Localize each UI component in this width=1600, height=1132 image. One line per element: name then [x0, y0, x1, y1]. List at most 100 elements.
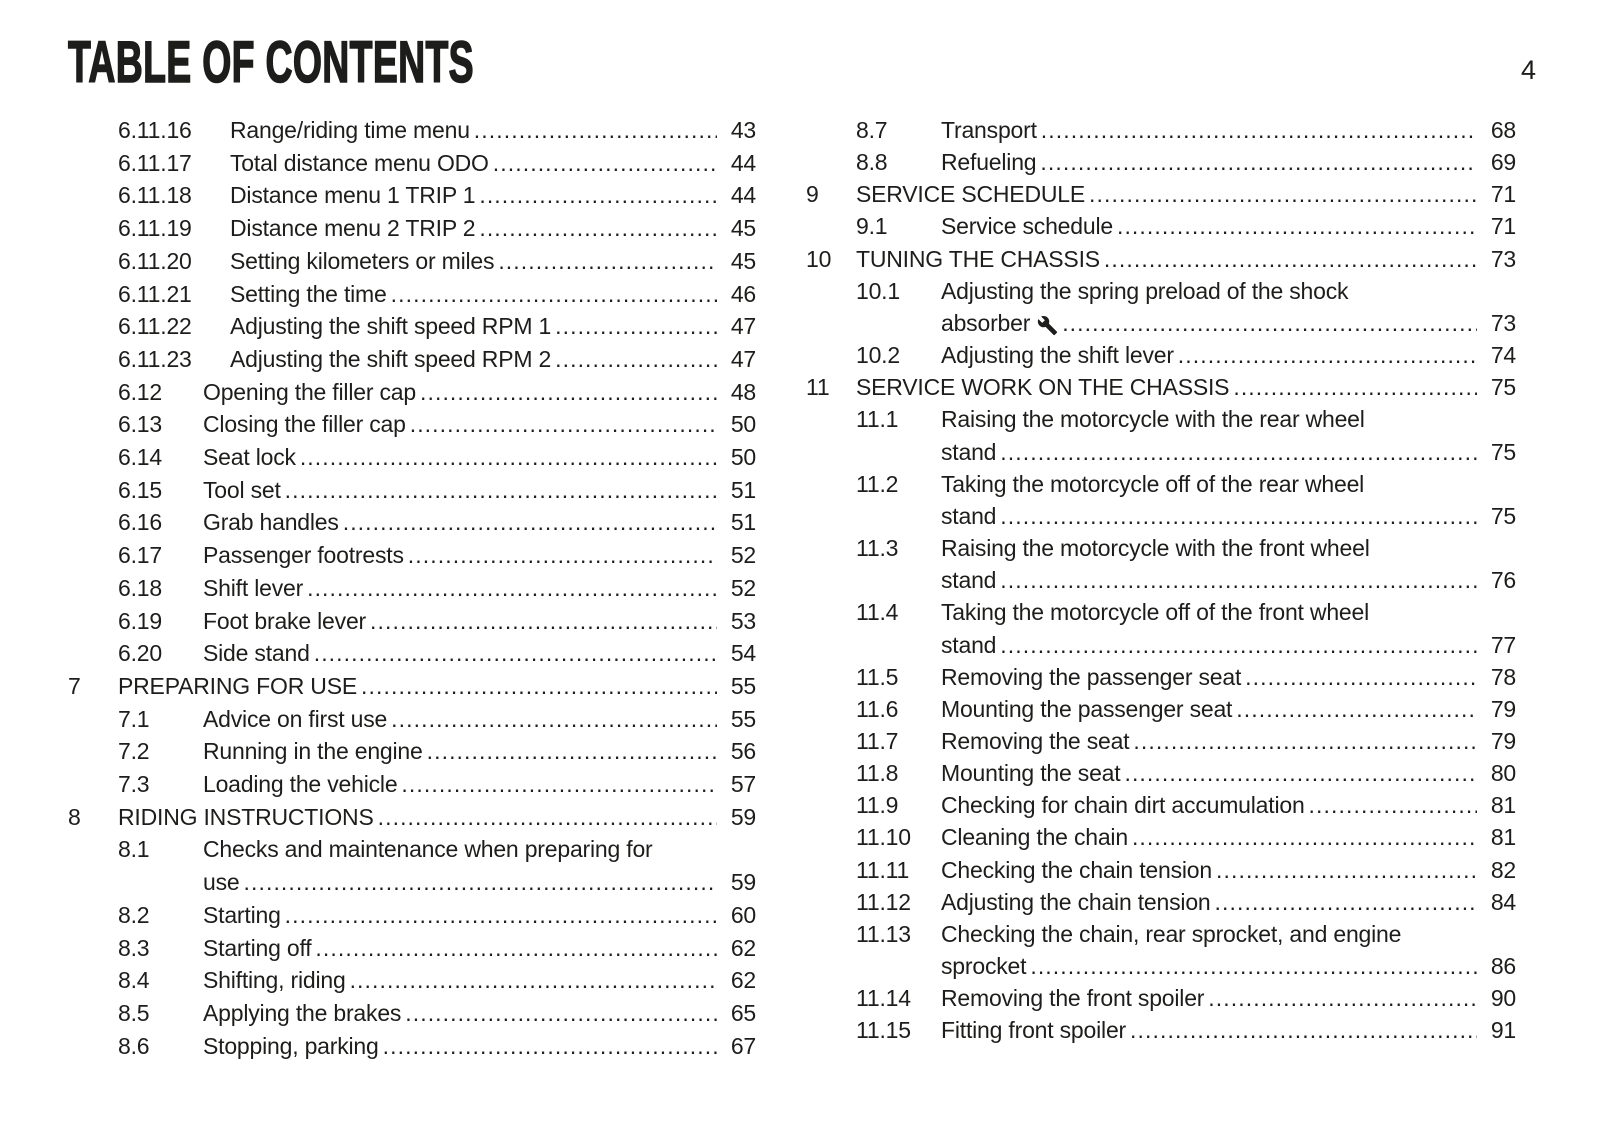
entry-page: 84	[1490, 888, 1516, 915]
entry-line: Foot brake lever 53	[203, 605, 756, 638]
dot-leader	[1117, 210, 1477, 242]
dot-leader	[350, 964, 717, 997]
dot-leader	[1000, 500, 1477, 532]
entry-line: Checking the chain, rear sprocket, and e…	[941, 918, 1516, 950]
entry-title: Taking the motorcycle off of the rear wh…	[941, 470, 1365, 497]
entry-number: 8.6	[118, 1032, 150, 1059]
entry-page: 50	[730, 444, 756, 471]
entry-line: Checking for chain dirt accumulation 81	[941, 789, 1516, 821]
entry-line: Adjusting the shift lever 74	[941, 339, 1516, 371]
entry-number: 11.4	[856, 599, 899, 626]
entry-page: 55	[730, 672, 756, 699]
toc-column-left: 6.11.16 Range/riding time menu 43 6.11.17 To…	[68, 114, 756, 1062]
entry-number: 7.2	[118, 738, 150, 765]
dot-leader	[391, 703, 717, 736]
toc-entry: 11.10 Cleaning the chain 81	[806, 821, 1516, 853]
entry-line: Removing the seat 79	[941, 725, 1516, 757]
entry-page: 52	[730, 542, 756, 569]
entry-title: Removing the passenger seat	[941, 663, 1242, 690]
entry-title: Passenger footrests	[203, 542, 404, 569]
entry-title: Raising the motorcycle with the rear whe…	[941, 406, 1365, 433]
entry-number: 6.17	[118, 542, 162, 569]
entry-title: Checks and maintenance when preparing fo…	[203, 836, 653, 863]
entry-title: Removing the front spoiler	[941, 985, 1205, 1012]
entry-number: 6.11.19	[118, 215, 192, 242]
dot-leader	[1216, 854, 1477, 886]
dot-leader	[1030, 950, 1477, 982]
entry-line: Range/riding time menu 43	[230, 114, 756, 147]
entry-number: 6.11.18	[118, 182, 192, 209]
entry-line: Mounting the passenger seat 79	[941, 693, 1516, 725]
entry-line: Grab handles 51	[203, 506, 756, 539]
entry-line: Refueling 69	[941, 146, 1516, 178]
entry-number: 6.15	[118, 476, 162, 503]
entry-number: 10.1	[856, 277, 900, 304]
entry-line: Stopping, parking 67	[203, 1030, 756, 1063]
toc-entry: 8.1 Checks and maintenance when preparing…	[68, 833, 756, 866]
entry-line: Advice on first use 55	[203, 703, 756, 736]
toc-entry: 11.1 Raising the motorcycle with the rear…	[806, 403, 1516, 435]
entry-title: Starting off	[203, 934, 312, 961]
entry-line: SERVICE SCHEDULE 71	[856, 178, 1516, 210]
entry-line: Applying the brakes 65	[203, 997, 756, 1030]
entry-line: SERVICE WORK ON THE CHASSIS 75	[856, 371, 1516, 403]
toc-entry: 6.18 Shift lever 52	[68, 572, 756, 605]
toc-entry: 11.2 Taking the motorcycle off of the rea…	[806, 468, 1516, 500]
entry-title: Raising the motorcycle with the front wh…	[941, 535, 1370, 562]
entry-title: Foot brake lever	[203, 607, 366, 634]
toc-entry: stand 75	[806, 436, 1516, 468]
toc-entry: sprocket 86	[806, 950, 1516, 982]
entry-page: 73	[1490, 245, 1516, 272]
entry-title: stand	[941, 631, 997, 658]
toc-entry: 7.3 Loading the vehicle 57	[68, 768, 756, 801]
dot-leader	[1178, 339, 1477, 371]
entry-line: Adjusting the shift speed RPM 1 47	[230, 310, 756, 343]
entry-line: Distance menu 1 TRIP 1 44	[230, 179, 756, 212]
dot-leader	[1245, 661, 1477, 693]
entry-number: 11.14	[856, 985, 911, 1012]
entry-title: PREPARING FOR USE	[118, 672, 357, 699]
dot-leader	[427, 735, 717, 768]
dot-leader	[1215, 886, 1477, 918]
entry-number: 6.11.22	[118, 313, 192, 340]
entry-line: Checks and maintenance when preparing fo…	[203, 833, 756, 866]
entry-page: 62	[730, 967, 756, 994]
entry-number: 11.9	[856, 792, 899, 819]
entry-number: 11.2	[856, 470, 899, 497]
entry-page: 62	[730, 934, 756, 961]
entry-line: stand 77	[941, 629, 1516, 661]
entry-title: Distance menu 2 TRIP 2	[230, 215, 476, 242]
entry-page: 54	[730, 640, 756, 667]
entry-number: 8.3	[118, 934, 150, 961]
entry-title: Checking the chain tension	[941, 856, 1212, 883]
entry-line: Setting the time 46	[230, 278, 756, 311]
entry-page: 79	[1490, 727, 1516, 754]
entry-page: 45	[730, 247, 756, 274]
entry-number: 8.5	[118, 999, 150, 1026]
entry-page: 86	[1490, 953, 1516, 980]
entry-line: Side stand 54	[203, 637, 756, 670]
toc-entry: 8.4 Shifting, riding 62	[68, 964, 756, 997]
entry-line: Raising the motorcycle with the front wh…	[941, 532, 1516, 564]
entry-number: 8.2	[118, 901, 150, 928]
entry-line: Mounting the seat 80	[941, 757, 1516, 789]
entry-title: Shift lever	[203, 574, 304, 601]
toc-entry: 9.1 Service schedule 71	[806, 210, 1516, 242]
dot-leader	[383, 1030, 717, 1063]
toc-entry: use 59	[68, 866, 756, 899]
toc-entry: 11.3 Raising the motorcycle with the fron…	[806, 532, 1516, 564]
entry-line: Cleaning the chain 81	[941, 821, 1516, 853]
dot-leader	[1062, 307, 1477, 339]
entry-title: stand	[941, 567, 997, 594]
toc-entry: 11.9 Checking for chain dirt accumulation…	[806, 789, 1516, 821]
page-number: 4	[1520, 55, 1536, 85]
dot-leader	[498, 245, 717, 278]
dot-leader	[314, 637, 717, 670]
page-title: TABLE OF CONTENTS	[67, 30, 474, 95]
dot-leader	[420, 376, 717, 409]
toc-entry: 6.15 Tool set 51	[68, 474, 756, 507]
entry-title: Stopping, parking	[203, 1032, 379, 1059]
entry-page: 47	[730, 313, 756, 340]
entry-line: Running in the engine 56	[203, 735, 756, 768]
entry-number: 6.11.17	[118, 149, 192, 176]
